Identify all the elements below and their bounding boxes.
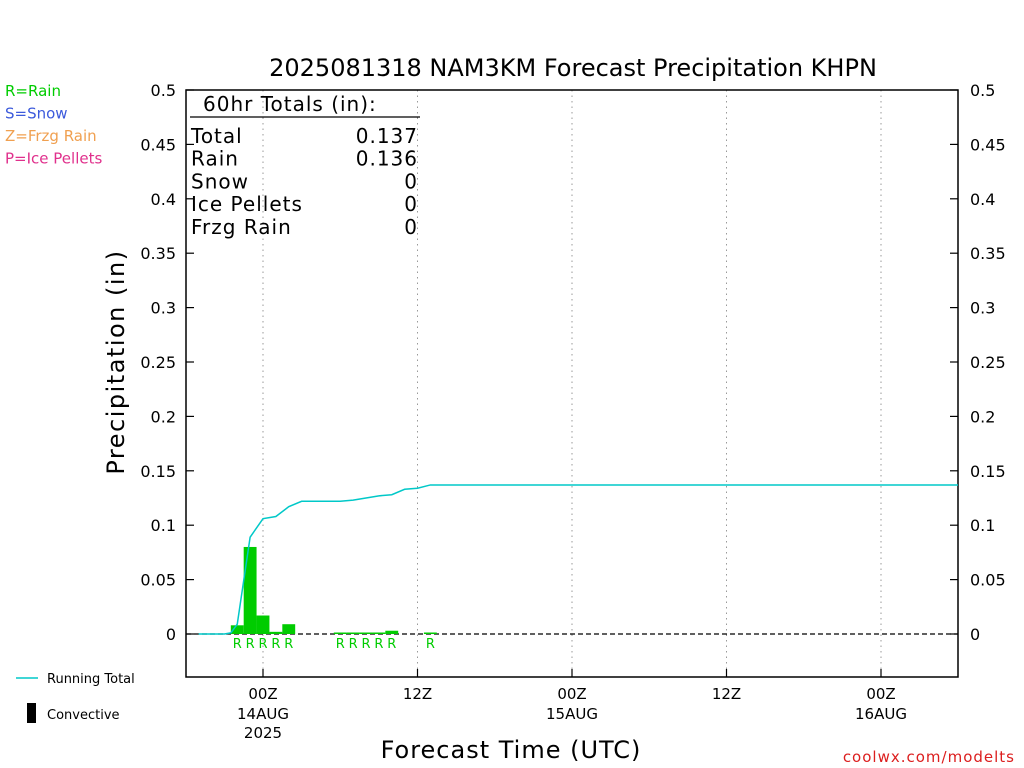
convective-bar-6	[346, 632, 360, 634]
convective-bar-0	[230, 625, 244, 634]
totals-label-1: Rain	[191, 147, 239, 171]
precip-type-marker-8: R	[374, 637, 383, 652]
totals-box: 60hr Totals (in): Total 0.137 Rain 0.136 Sno…	[190, 92, 420, 239]
y-tick-label-left-1: 0.05	[140, 571, 176, 590]
y-tick-label-left-0: 0	[166, 625, 176, 644]
precip-type-legend: R=Rain S=Snow Z=Frzg Rain P=Ice Pellets	[5, 82, 102, 168]
x-tick-label-2: 00Z	[557, 685, 586, 703]
y-tick-label-right-2: 0.1	[970, 516, 995, 535]
convective-bar-3	[269, 631, 283, 634]
totals-label-2: Snow	[191, 169, 249, 193]
y-axis-title: Precipitation (in)	[102, 249, 130, 474]
precip-type-marker-6: R	[349, 637, 358, 652]
precip-type-marker-9: R	[387, 637, 396, 652]
y-tick-label-left-9: 0.45	[140, 135, 176, 154]
precip-type-marker-10: R	[426, 637, 435, 652]
running-total-line	[198, 484, 958, 635]
chart-title: 2025081318 NAM3KM Forecast Precipitation…	[269, 54, 877, 82]
convective-bar-9	[385, 630, 399, 634]
y-tick-label-right-6: 0.3	[970, 299, 995, 318]
y-tick-label-right-3: 0.15	[970, 462, 1006, 481]
totals-value-0: 0.137	[356, 124, 418, 148]
y-tick-label-right-7: 0.35	[970, 244, 1006, 263]
x-tick-label-1: 12Z	[403, 685, 432, 703]
x-tick-label-0: 00Z	[248, 685, 277, 703]
totals-value-4: 0	[404, 215, 418, 239]
precip-type-marker-3: R	[271, 637, 280, 652]
y-axis-right: 0 0.05 0.1 0.15 0.2 0.25 0.3 0.35 0.4 0.45 0.5	[950, 81, 1006, 644]
convective-legend-label: Convective	[47, 708, 120, 723]
convective-bar-8	[372, 632, 386, 634]
y-tick-label-right-5: 0.25	[970, 353, 1006, 372]
type-legend-item-1: S=Snow	[5, 105, 68, 123]
y-tick-label-left-4: 0.2	[151, 407, 176, 426]
totals-label-3: Ice Pellets	[191, 192, 303, 216]
convective-bar-1	[243, 546, 257, 634]
precip-type-marker-5: R	[336, 637, 345, 652]
precip-type-marker-4: R	[284, 637, 293, 652]
precip-type-marker-0: R	[233, 637, 242, 652]
y-tick-label-right-8: 0.4	[970, 190, 995, 209]
y-tick-label-right-10: 0.5	[970, 81, 995, 100]
series-legend: Running Total Convective	[16, 672, 135, 723]
x-tick-date-2: 15AUG	[546, 705, 598, 723]
y-tick-label-left-6: 0.3	[151, 299, 176, 318]
y-tick-label-left-3: 0.15	[140, 462, 176, 481]
convective-bars	[230, 546, 437, 634]
y-tick-label-right-0: 0	[970, 625, 980, 644]
totals-heading: 60hr Totals (in):	[203, 92, 377, 116]
x-tick-date-4: 16AUG	[855, 705, 907, 723]
convective-bar-4	[282, 624, 296, 634]
precip-type-marker-7: R	[361, 637, 370, 652]
totals-label-0: Total	[190, 124, 243, 148]
x-tick-label-3: 12Z	[712, 685, 741, 703]
totals-value-2: 0	[404, 169, 418, 193]
y-tick-label-right-4: 0.2	[970, 407, 995, 426]
y-tick-label-left-5: 0.25	[140, 353, 176, 372]
credit-text: coolwx.com/modelts	[843, 748, 1015, 766]
type-legend-item-2: Z=Frzg Rain	[5, 127, 97, 145]
totals-label-4: Frzg Rain	[191, 215, 292, 239]
type-legend-item-0: R=Rain	[5, 82, 61, 100]
totals-value-3: 0	[404, 192, 418, 216]
x-tick-label-4: 00Z	[866, 685, 895, 703]
x-tick-date-0: 14AUG	[237, 705, 289, 723]
y-tick-label-left-8: 0.4	[151, 190, 176, 209]
running-total-legend-label: Running Total	[47, 672, 135, 687]
convective-bar-10	[423, 632, 437, 634]
precip-type-marker-1: R	[246, 637, 255, 652]
y-tick-label-left-7: 0.35	[140, 244, 176, 263]
totals-rows: Total 0.137 Rain 0.136 Snow 0 Ice Pellets 0 Frzg…	[190, 124, 418, 239]
x-tick-year-0: 2025	[244, 724, 282, 742]
convective-legend-swatch	[27, 703, 36, 723]
precip-type-marker-2: R	[258, 637, 267, 652]
y-tick-label-left-10: 0.5	[151, 81, 176, 100]
convective-bar-2	[256, 615, 270, 634]
convective-bar-5	[333, 632, 347, 634]
y-tick-label-right-9: 0.45	[970, 135, 1006, 154]
x-axis-title: Forecast Time (UTC)	[381, 736, 642, 764]
y-axis-left: 0 0.05 0.1 0.15 0.2 0.25 0.3 0.35 0.4 0.45 0.5	[140, 81, 194, 644]
totals-value-1: 0.136	[356, 147, 418, 171]
convective-bar-7	[359, 632, 373, 634]
y-tick-label-left-2: 0.1	[151, 516, 176, 535]
type-legend-item-3: P=Ice Pellets	[5, 150, 102, 168]
y-tick-label-right-1: 0.05	[970, 571, 1006, 590]
